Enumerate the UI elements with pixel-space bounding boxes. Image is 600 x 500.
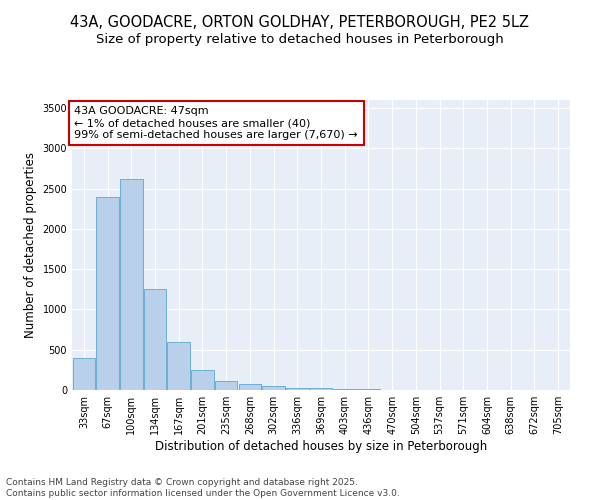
Bar xyxy=(97,196,119,390)
Bar xyxy=(144,290,166,390)
Text: 43A, GOODACRE, ORTON GOLDHAY, PETERBOROUGH, PE2 5LZ: 43A, GOODACRE, ORTON GOLDHAY, PETERBOROU… xyxy=(71,15,530,30)
Text: 43A GOODACRE: 47sqm
← 1% of detached houses are smaller (40)
99% of semi-detache: 43A GOODACRE: 47sqm ← 1% of detached hou… xyxy=(74,106,358,140)
Bar xyxy=(334,389,356,390)
Bar xyxy=(73,358,95,390)
Bar xyxy=(120,179,143,390)
Y-axis label: Number of detached properties: Number of detached properties xyxy=(24,152,37,338)
Text: Size of property relative to detached houses in Peterborough: Size of property relative to detached ho… xyxy=(96,32,504,46)
Bar xyxy=(310,388,332,390)
Bar xyxy=(262,386,285,390)
X-axis label: Distribution of detached houses by size in Peterborough: Distribution of detached houses by size … xyxy=(155,440,487,453)
Bar xyxy=(191,370,214,390)
Bar xyxy=(239,384,261,390)
Text: Contains HM Land Registry data © Crown copyright and database right 2025.
Contai: Contains HM Land Registry data © Crown c… xyxy=(6,478,400,498)
Bar xyxy=(167,342,190,390)
Bar xyxy=(215,381,238,390)
Bar xyxy=(286,388,308,390)
